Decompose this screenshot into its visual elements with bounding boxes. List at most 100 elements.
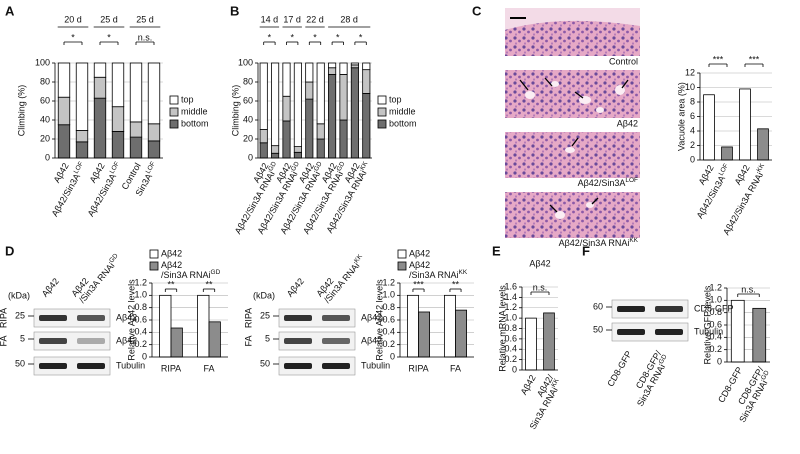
legend-swatch <box>397 249 407 259</box>
bar <box>362 93 371 159</box>
bar <box>208 321 221 358</box>
band <box>617 306 645 312</box>
y-tick-label: 0.2 <box>134 339 147 349</box>
x-tick-label-part: KK <box>756 162 767 174</box>
legend-label-part: /Sin3A RNAi <box>161 270 211 280</box>
marker-label: 5 <box>265 333 270 343</box>
band <box>39 363 67 369</box>
panel-label: E <box>492 243 501 258</box>
y-tick-label: 10 <box>685 82 695 92</box>
bar <box>362 69 371 94</box>
y-tick-label: 40 <box>243 114 253 124</box>
sig-label: n.s. <box>533 282 548 292</box>
caption: Aβ42 <box>617 118 638 128</box>
bar <box>259 129 268 144</box>
bar <box>293 146 302 153</box>
bar <box>271 152 280 159</box>
sig-label: *** <box>749 54 760 64</box>
y-tick-label: 12 <box>685 67 695 77</box>
y-tick-label: 0.8 <box>134 302 147 312</box>
y-tick-label: 1.0 <box>134 290 147 300</box>
micrograph <box>505 192 640 238</box>
y-tick-label: 0.2 <box>709 344 722 354</box>
x-tick-label-part: LOF <box>73 161 85 175</box>
group-label: 17 d <box>283 14 301 24</box>
x-tick-label-part: KK <box>550 377 561 389</box>
group-label: 20 d <box>64 14 82 24</box>
lane-label-part: GD <box>658 353 669 365</box>
micrograph <box>505 132 640 178</box>
y-tick-label: 1.2 <box>504 302 517 312</box>
legend-swatch <box>377 107 387 117</box>
bar <box>328 74 337 159</box>
legend-label-part: Aβ42 <box>409 260 430 270</box>
band <box>39 315 67 321</box>
marker-label: 50 <box>593 324 603 334</box>
band-label: Aβ42 <box>116 335 137 345</box>
bar <box>147 62 161 125</box>
bar <box>703 94 715 161</box>
y-tick-label: 1.0 <box>709 295 722 305</box>
band-label: Tubulin <box>116 360 145 370</box>
bar <box>316 62 325 125</box>
y-axis-label: Relative Aβ42 levels <box>374 279 384 361</box>
bar <box>443 294 456 358</box>
lane-label: CD8-GFP <box>605 349 633 388</box>
bar <box>147 140 161 159</box>
bar <box>129 136 143 159</box>
lane-label-part: GD <box>108 252 120 264</box>
bar <box>75 141 89 159</box>
bar <box>305 81 314 100</box>
x-tick-label-part: LOF <box>109 161 121 175</box>
y-tick-label: 0.8 <box>709 307 722 317</box>
y-tick-label: 1.6 <box>504 281 517 291</box>
sig-label: * <box>107 32 111 42</box>
x-tick-label: FA <box>203 363 214 373</box>
legend-label: middle <box>389 106 416 116</box>
bar <box>739 88 751 161</box>
marker-label: 60 <box>593 301 603 311</box>
lane-label: Aβ42 <box>40 276 61 299</box>
sig-label: n.s. <box>138 32 153 42</box>
chart-title: Aβ42 <box>529 258 550 268</box>
lane-label: Aβ42/Sin3A RNAiKK <box>315 247 368 305</box>
blot-strip <box>33 331 111 351</box>
vacuole <box>565 147 575 153</box>
y-tick-label: 0.4 <box>134 327 147 337</box>
legend-label-part: KK <box>459 269 468 276</box>
bar <box>271 62 280 147</box>
y-tick-label: 60 <box>40 95 50 105</box>
y-axis-label: Relative GFP levels <box>702 285 712 364</box>
y-tick-label: 80 <box>243 76 253 86</box>
bar <box>316 123 325 140</box>
lane-label-part: KK <box>353 253 364 265</box>
y-tick-label: 0 <box>142 351 147 361</box>
caption-part: Aβ42/Sin3A <box>578 178 626 188</box>
band <box>39 338 67 344</box>
y-tick-label: 0 <box>390 351 395 361</box>
y-axis-label: Climbing (%) <box>16 85 26 137</box>
lane-label: Aβ42/Sin3A RNAiGD <box>70 247 124 305</box>
band <box>77 338 105 344</box>
bar <box>111 130 125 159</box>
y-tick-label: 40 <box>40 114 50 124</box>
band <box>284 363 312 369</box>
y-tick-label: 0.4 <box>504 344 517 354</box>
bar <box>328 67 337 75</box>
sig-label: * <box>268 32 272 42</box>
x-tick-label-part: GD <box>336 160 347 172</box>
caption: Aβ42/Sin3ALOF <box>578 177 638 188</box>
band-label: Tubulin <box>694 326 723 336</box>
bar <box>57 124 71 159</box>
band <box>284 338 312 344</box>
band <box>655 306 683 312</box>
bar <box>282 95 291 122</box>
caption: Control <box>609 56 638 66</box>
marker-label: 25 <box>260 310 270 320</box>
band <box>77 363 105 369</box>
sig-label: *** <box>713 54 724 64</box>
y-tick-label: 100 <box>35 57 50 67</box>
bar <box>159 294 172 358</box>
bar <box>525 317 537 371</box>
bar <box>259 142 268 159</box>
